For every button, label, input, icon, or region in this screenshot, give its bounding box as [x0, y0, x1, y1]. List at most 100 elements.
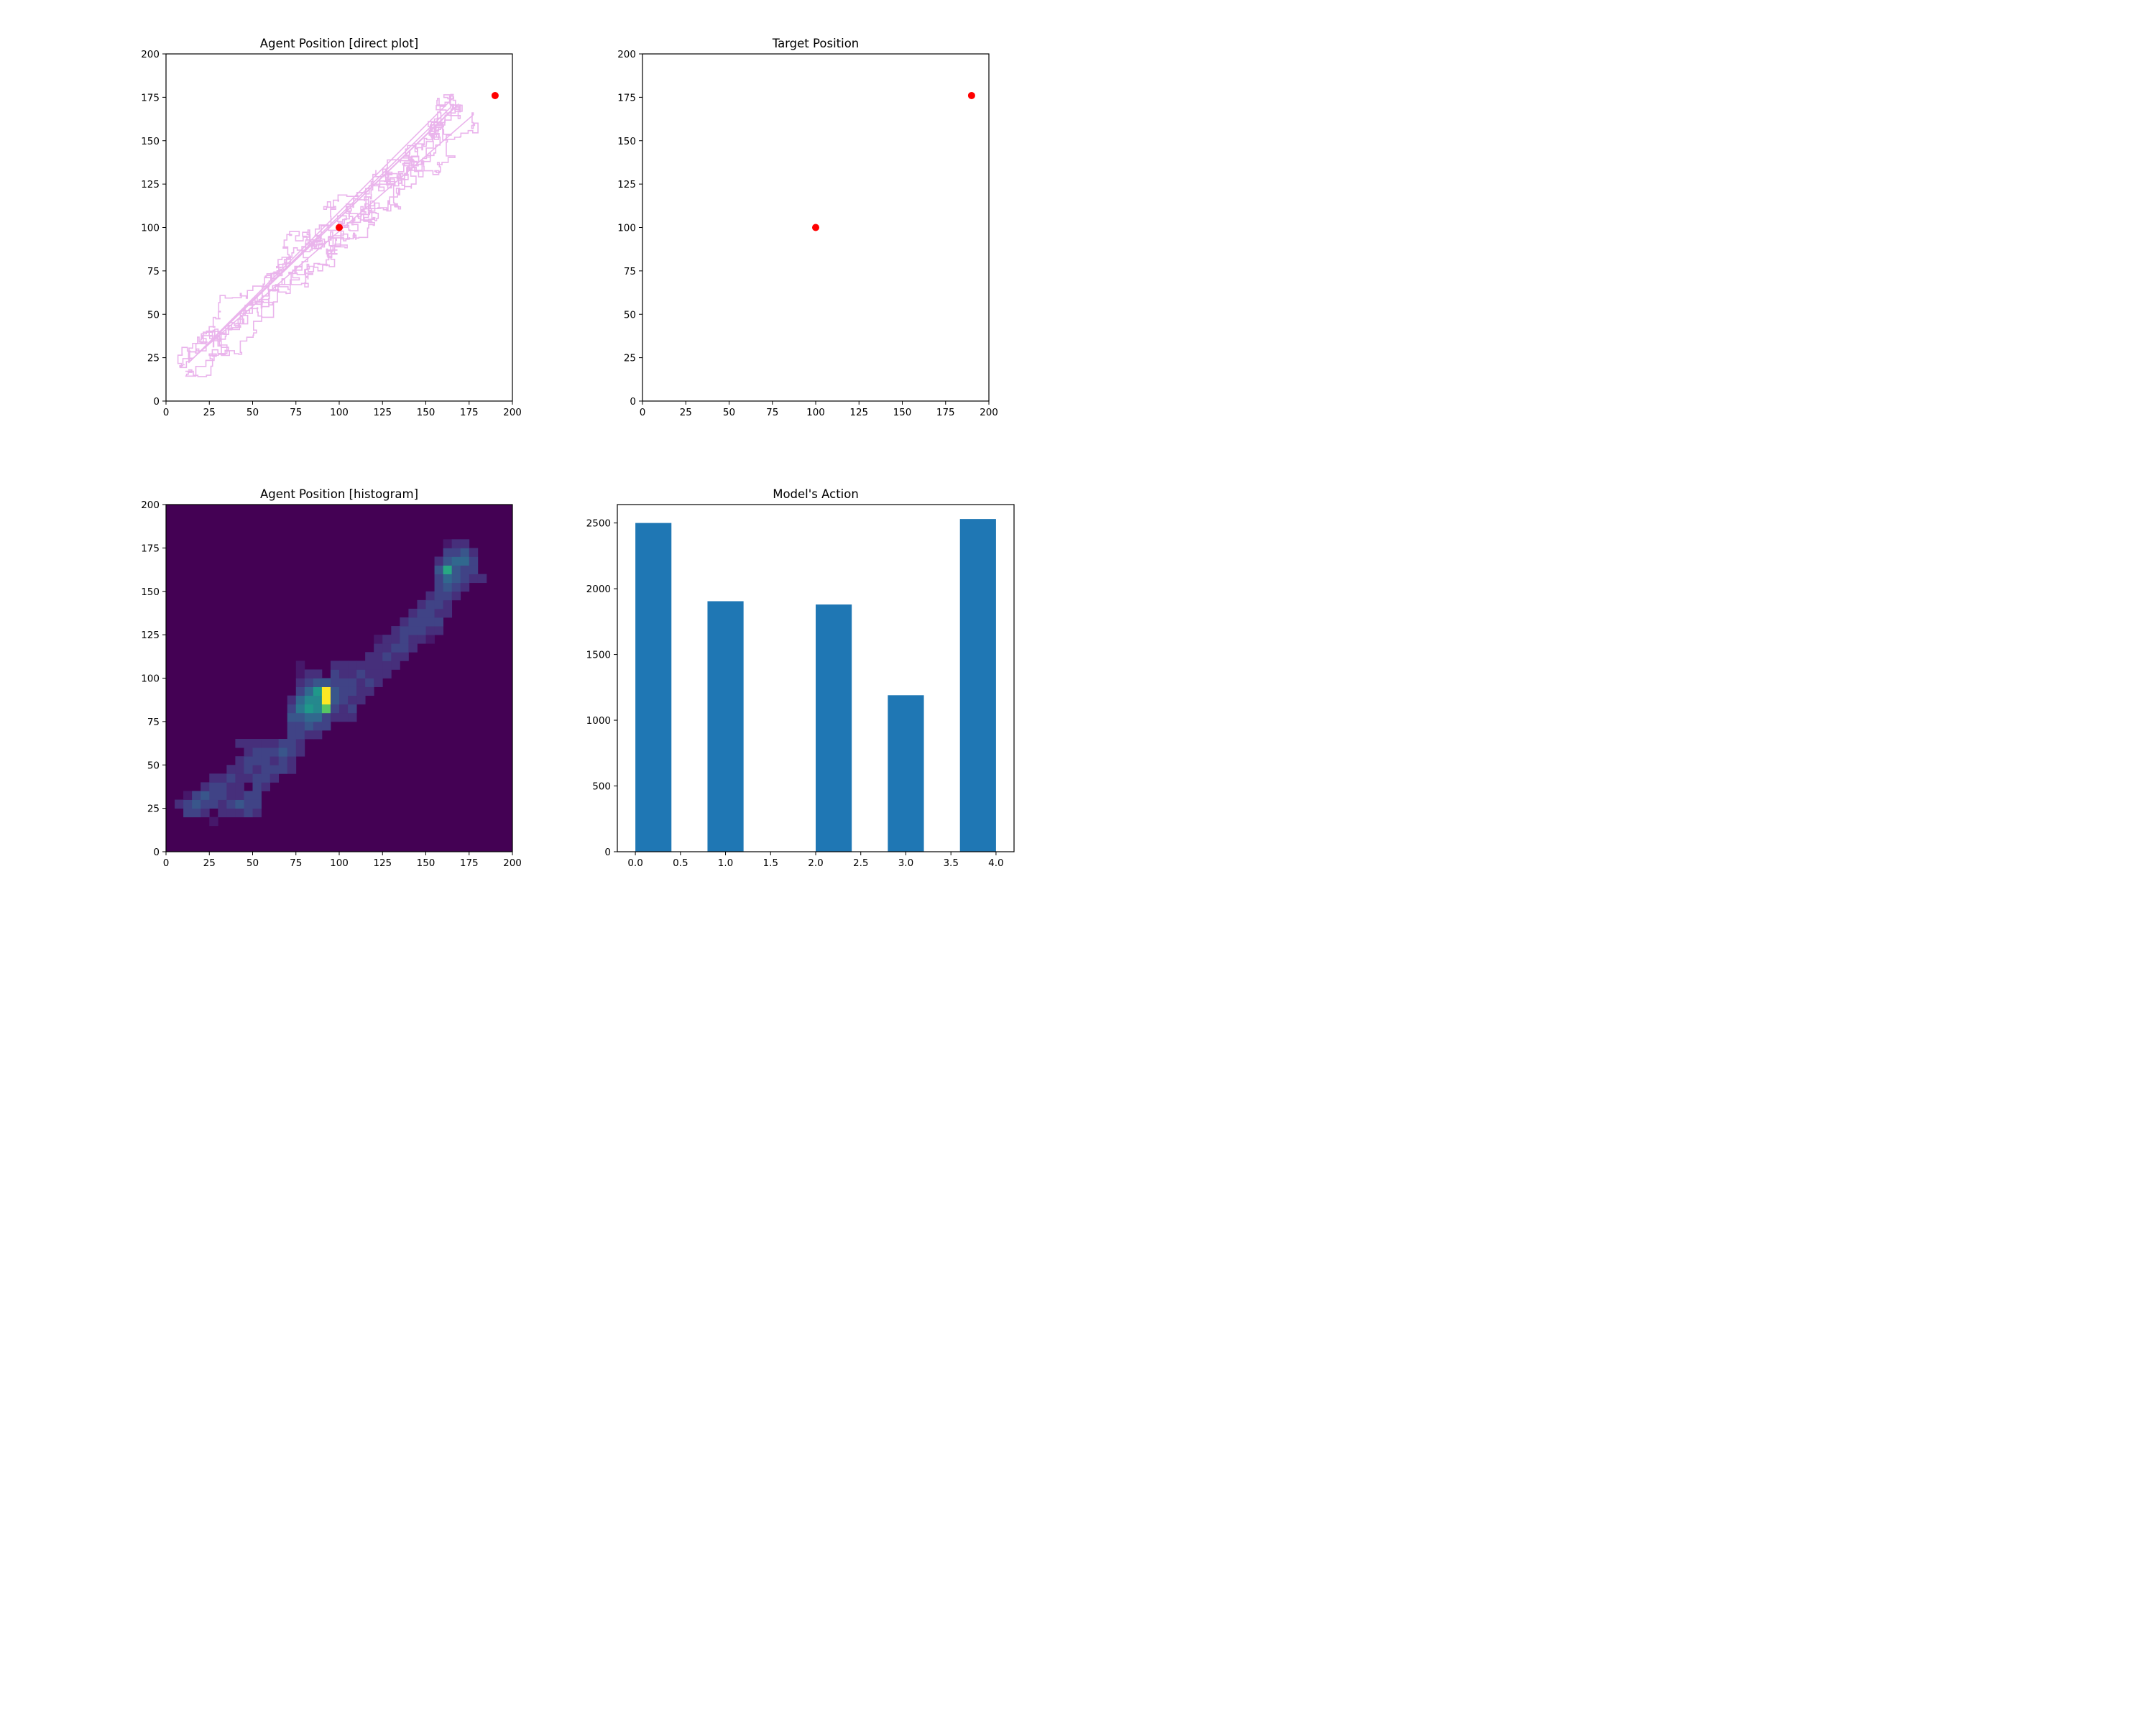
heatmap-cell	[400, 617, 409, 627]
heatmap-cell	[451, 548, 461, 557]
heatmap-cell	[252, 782, 262, 791]
heatmap-cell	[287, 765, 297, 774]
heatmap-cell	[451, 582, 461, 592]
heatmap-cell	[295, 721, 305, 731]
x-tick-label: 1.5	[763, 857, 778, 869]
heatmap-cell	[304, 730, 314, 740]
heatmap-cell	[348, 678, 357, 687]
heatmap-cell	[244, 773, 253, 783]
heatmap-cell	[417, 626, 426, 635]
bar	[816, 604, 852, 852]
y-tick-label: 100	[617, 223, 636, 234]
heatmap-cell	[443, 599, 453, 610]
heatmap-cell	[425, 591, 435, 601]
heatmap-cell	[287, 721, 297, 731]
heatmap-cell	[434, 617, 443, 627]
heatmap-cell	[295, 748, 305, 757]
heatmap-cell	[391, 635, 400, 644]
heatmap-cell	[295, 739, 305, 748]
bar	[635, 523, 672, 852]
heatmap-cell	[295, 678, 305, 687]
heatmap-cell	[218, 808, 227, 818]
heatmap-cell	[382, 661, 392, 670]
heatmap-cell	[218, 799, 227, 809]
heatmap-cell	[226, 765, 236, 774]
heatmap-cell	[244, 799, 253, 809]
heatmap-cell	[417, 635, 426, 644]
heatmap-cell	[365, 661, 374, 670]
plot-area	[812, 91, 975, 231]
heatmap-cell	[201, 808, 210, 818]
y-tick-label: 50	[147, 309, 160, 321]
heatmap-cell	[339, 669, 349, 678]
heatmap-cell	[434, 626, 443, 635]
y-tick-label: 150	[617, 136, 636, 147]
x-tick-label: 150	[417, 407, 436, 418]
heatmap-cell	[460, 556, 470, 566]
heatmap-cell	[356, 661, 366, 670]
heatmap-cell	[339, 704, 349, 714]
heatmap-cell	[330, 695, 340, 705]
heatmap-cell	[209, 773, 218, 783]
target-point	[491, 91, 499, 99]
heatmap-cell	[417, 599, 426, 610]
x-tick-label: 25	[203, 407, 216, 418]
heatmap-cell	[183, 808, 193, 818]
plot-area	[177, 91, 499, 377]
bar	[959, 519, 996, 852]
heatmap-cell	[382, 643, 392, 653]
heatmap-cell	[408, 635, 418, 644]
heatmap-cell	[382, 669, 392, 678]
heatmap-cell	[270, 765, 280, 774]
heatmap-cell	[278, 739, 288, 748]
heatmap-cell	[374, 661, 383, 670]
heatmap-cell	[244, 765, 253, 774]
heatmap-cell	[348, 704, 357, 714]
heatmap-cell	[295, 712, 305, 722]
heatmap-cell	[391, 626, 400, 635]
heatmap-cell	[443, 591, 453, 601]
x-tick-label: 3.5	[943, 857, 958, 869]
heatmap-cell	[304, 721, 314, 731]
y-tick-label: 100	[141, 673, 160, 685]
heatmap-cell	[226, 773, 236, 783]
heatmap-cell	[400, 635, 409, 644]
plot-area	[635, 519, 996, 852]
x-tick-label: 200	[980, 407, 998, 418]
y-tick-label: 0	[153, 396, 160, 408]
heatmap-cell	[218, 782, 227, 791]
y-axis: 0 25 50 75 100 125 150 175 200	[141, 49, 166, 408]
heatmap-cell	[321, 695, 331, 705]
heatmap-cell	[313, 686, 323, 696]
heatmap-cell	[252, 799, 262, 809]
heatmap-cell	[295, 704, 305, 714]
heatmap-cell	[226, 782, 236, 791]
heatmap-cell	[330, 704, 340, 714]
x-tick-label: 150	[893, 407, 912, 418]
heatmap-cell	[330, 661, 340, 670]
heatmap-cell	[175, 799, 184, 809]
heatmap-cell	[209, 799, 218, 809]
heatmap-cell	[425, 608, 435, 618]
heatmap-cell	[235, 739, 244, 748]
y-tick-label: 75	[624, 266, 636, 277]
heatmap-cell	[183, 791, 193, 800]
heatmap-cell	[339, 661, 349, 670]
heatmap-cell	[425, 626, 435, 635]
heatmap-cell	[356, 695, 366, 705]
heatmap-cell	[356, 669, 366, 678]
panel-model-action: Model's Action 0.0 0.5 1.0 1.5 2.0 2.5 3.0 3.5 4…	[586, 487, 1015, 869]
heatmap-cell	[270, 756, 280, 765]
x-axis: 0.0 0.5 1.0 1.5 2.0 2.5 3.0 3.5 4.0	[627, 852, 1004, 869]
y-tick-label: 75	[147, 266, 160, 277]
y-axis: 0 25 50 75 100 125 150 175 200	[617, 49, 642, 408]
heatmap-cell	[244, 808, 253, 818]
heatmap-cell	[192, 808, 201, 818]
x-tick-label: 2.5	[853, 857, 868, 869]
heatmap-cell	[252, 765, 262, 774]
heatmap-cell	[451, 565, 461, 574]
y-tick-label: 1000	[586, 715, 611, 727]
chart-title: Agent Position [direct plot]	[260, 37, 419, 50]
x-tick-label: 0	[163, 857, 170, 869]
heatmap-cell	[313, 721, 323, 731]
